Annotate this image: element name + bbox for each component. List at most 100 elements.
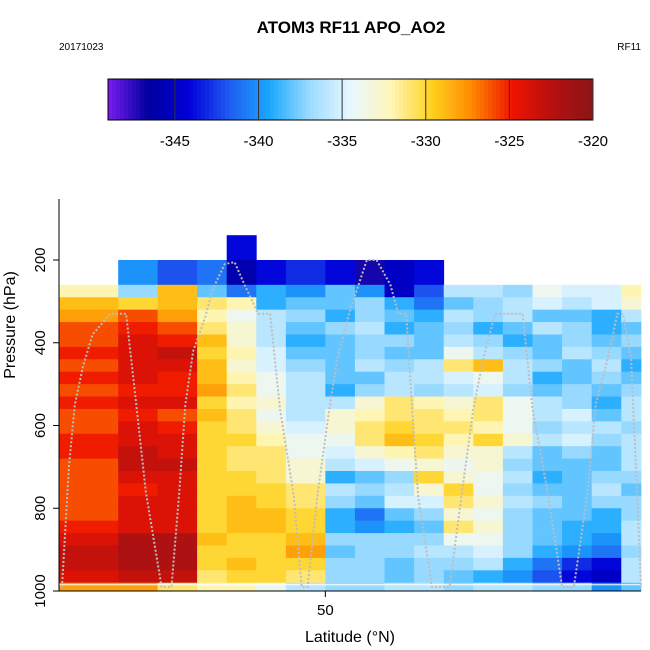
- heatmap-cell: [59, 495, 119, 509]
- colorbar-segment: [540, 79, 545, 120]
- heatmap-cell: [562, 384, 593, 397]
- heatmap-cell: [354, 582, 385, 592]
- heatmap-cell: [197, 557, 228, 571]
- heatmap-cell: [325, 557, 356, 571]
- heatmap-cell: [591, 545, 622, 559]
- heatmap-cell: [414, 508, 445, 522]
- heatmap-cell: [532, 408, 563, 422]
- heatmap-cell: [197, 260, 228, 286]
- heatmap-cell: [157, 421, 198, 435]
- heatmap-cell: [621, 458, 642, 472]
- heatmap-cell: [197, 433, 228, 447]
- plot-area: [59, 235, 642, 592]
- heatmap-cell: [414, 371, 445, 385]
- heatmap-cell: [443, 446, 474, 459]
- heatmap-cell: [502, 520, 533, 534]
- heatmap-cell: [384, 557, 415, 571]
- heatmap-cell: [118, 471, 159, 484]
- heatmap-cell: [197, 346, 228, 360]
- heatmap-cell: [118, 582, 159, 592]
- colorbar-segment: [265, 79, 271, 120]
- heatmap-cell: [157, 322, 198, 335]
- colorbar-segment: [136, 79, 141, 120]
- heatmap-cell: [59, 384, 119, 397]
- colorbar-segment: [124, 79, 129, 120]
- heatmap-cell: [502, 495, 533, 509]
- flight-track: [61, 259, 642, 588]
- heatmap-cell: [59, 557, 119, 571]
- heatmap-cell: [118, 446, 159, 459]
- heatmap-cell: [562, 545, 593, 559]
- heatmap-cell: [325, 458, 356, 472]
- heatmap-cell: [502, 545, 533, 559]
- colorbar-segment: [443, 79, 448, 120]
- heatmap-cell: [473, 495, 504, 509]
- heatmap-cell: [384, 582, 415, 592]
- colorbar-segment: [439, 79, 444, 120]
- heatmap-cell: [473, 582, 504, 592]
- heatmap-cell: [256, 284, 287, 298]
- heatmap-cell: [354, 260, 385, 286]
- heatmap-cell: [59, 483, 119, 497]
- heatmap-cell: [443, 458, 474, 472]
- x-tick-label: 50: [317, 602, 334, 619]
- colorbar-segment: [281, 79, 287, 120]
- heatmap-cell: [118, 384, 159, 397]
- colorbar-segment: [346, 79, 351, 120]
- heatmap-cell: [562, 483, 593, 497]
- heatmap-cell: [473, 545, 504, 559]
- heatmap-cell: [59, 570, 119, 584]
- heatmap-cell: [532, 508, 563, 522]
- heatmap-cell: [502, 446, 533, 459]
- heatmap-cell: [118, 545, 159, 559]
- heatmap-cell: [118, 495, 159, 509]
- heatmap-cell: [473, 297, 504, 311]
- heatmap-cell: [384, 570, 415, 584]
- heatmap-cell: [414, 346, 445, 360]
- heatmap-cell: [443, 508, 474, 522]
- colorbar-segment: [314, 79, 319, 120]
- heatmap-cell: [354, 508, 385, 522]
- heatmap-cell: [197, 446, 228, 459]
- heatmap-cell: [354, 297, 385, 311]
- heatmap-cell: [562, 533, 593, 546]
- heatmap-cell: [226, 458, 257, 472]
- heatmap-cell: [157, 545, 198, 559]
- heatmap-cell: [157, 570, 198, 584]
- colorbar-segment: [366, 79, 372, 120]
- colorbar-segment: [318, 79, 323, 120]
- colorbar-segment: [217, 79, 222, 120]
- heatmap-cell: [118, 508, 159, 522]
- heatmap-cell: [502, 582, 533, 592]
- heatmap-cell: [443, 408, 474, 422]
- heatmap-cell: [473, 471, 504, 484]
- heatmap-cell: [414, 471, 445, 484]
- heatmap-cell: [384, 346, 415, 360]
- heatmap-cell: [157, 396, 198, 410]
- heatmap-cell: [226, 533, 257, 546]
- colorbar-segment: [342, 79, 347, 120]
- heatmap-cell: [384, 371, 415, 385]
- heatmap-cell: [325, 322, 356, 335]
- heatmap-cell: [591, 408, 622, 422]
- heatmap-cell: [621, 557, 642, 571]
- colorbar-segment: [297, 79, 303, 120]
- heatmap-cell: [256, 408, 287, 422]
- heatmap-cell: [226, 408, 257, 422]
- heatmap-cell: [197, 545, 228, 559]
- heatmap-cell: [591, 309, 622, 323]
- heatmap-cell: [473, 334, 504, 348]
- heatmap-cell: [502, 433, 533, 447]
- colorbar-segment: [285, 79, 291, 120]
- colorbar-segment: [249, 79, 254, 120]
- colorbar-segment: [496, 79, 501, 120]
- heatmap-cell: [285, 309, 326, 323]
- heatmap-cell: [285, 557, 326, 571]
- heatmap-cell: [285, 359, 326, 373]
- heatmap-cell: [226, 359, 257, 373]
- heatmap-cell: [502, 322, 533, 335]
- heatmap-cell: [591, 520, 622, 534]
- heatmap-cell: [354, 408, 385, 422]
- heatmap-cell: [59, 446, 119, 459]
- colorbar-segment: [192, 79, 198, 120]
